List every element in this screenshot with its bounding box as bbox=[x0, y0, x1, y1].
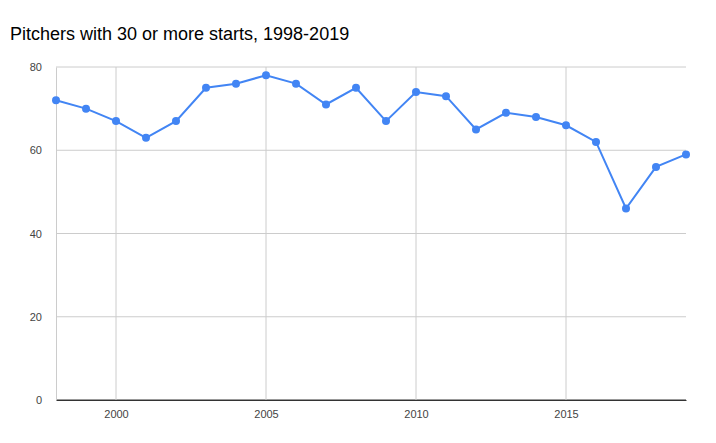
tick-label: 2005 bbox=[254, 408, 278, 420]
point bbox=[172, 117, 180, 125]
point bbox=[202, 84, 210, 92]
axis-line bbox=[56, 68, 57, 401]
y-grid-line bbox=[56, 400, 686, 401]
grid bbox=[56, 67, 686, 400]
point bbox=[442, 92, 450, 100]
tick: 2015 bbox=[554, 400, 578, 420]
x-grid-line bbox=[116, 67, 117, 400]
point bbox=[232, 80, 240, 88]
x-grid-line bbox=[416, 67, 417, 400]
tick: 20 bbox=[30, 311, 56, 323]
point bbox=[142, 134, 150, 142]
point bbox=[622, 205, 630, 213]
chart: Pitchers with 30 or more starts, 1998-20… bbox=[0, 0, 716, 443]
tick: 2000 bbox=[104, 400, 128, 420]
y-grid-line bbox=[56, 233, 686, 234]
tick-label: 2010 bbox=[404, 408, 428, 420]
point bbox=[262, 71, 270, 79]
tick: 60 bbox=[30, 144, 56, 156]
point bbox=[112, 117, 120, 125]
y-grid-line bbox=[56, 316, 686, 317]
point bbox=[352, 84, 360, 92]
tick-label: 2000 bbox=[104, 408, 128, 420]
x-grid-line bbox=[566, 67, 567, 400]
tick: 80 bbox=[30, 61, 56, 73]
tick: 40 bbox=[30, 228, 56, 240]
point bbox=[592, 138, 600, 146]
point bbox=[322, 100, 330, 108]
y-grid-line bbox=[56, 67, 686, 68]
background bbox=[0, 0, 716, 443]
point bbox=[382, 117, 390, 125]
point bbox=[532, 113, 540, 121]
tick-label: 20 bbox=[30, 311, 42, 323]
point bbox=[682, 150, 690, 158]
y-grid-line bbox=[56, 150, 686, 151]
x-grid-line bbox=[266, 67, 267, 400]
tick-label: 60 bbox=[30, 144, 42, 156]
tick-label: 40 bbox=[30, 228, 42, 240]
tick: 2005 bbox=[254, 400, 278, 420]
tick: 0 bbox=[36, 394, 56, 406]
point bbox=[52, 96, 60, 104]
x-axis: 2000 2005 2010 2015 bbox=[57, 400, 687, 420]
axis-line bbox=[57, 400, 687, 401]
point bbox=[82, 105, 90, 113]
point bbox=[652, 163, 660, 171]
line bbox=[56, 75, 686, 208]
point bbox=[562, 121, 570, 129]
point bbox=[412, 88, 420, 96]
y-axis: 0 20 40 60 80 bbox=[30, 61, 57, 406]
tick-label: 0 bbox=[36, 394, 42, 406]
tick-label: 80 bbox=[30, 61, 42, 73]
point bbox=[502, 109, 510, 117]
point bbox=[472, 125, 480, 133]
title: Pitchers with 30 or more starts, 1998-20… bbox=[10, 24, 349, 44]
tick: 2010 bbox=[404, 400, 428, 420]
plot bbox=[52, 71, 690, 212]
tick-label: 2015 bbox=[554, 408, 578, 420]
point bbox=[292, 80, 300, 88]
